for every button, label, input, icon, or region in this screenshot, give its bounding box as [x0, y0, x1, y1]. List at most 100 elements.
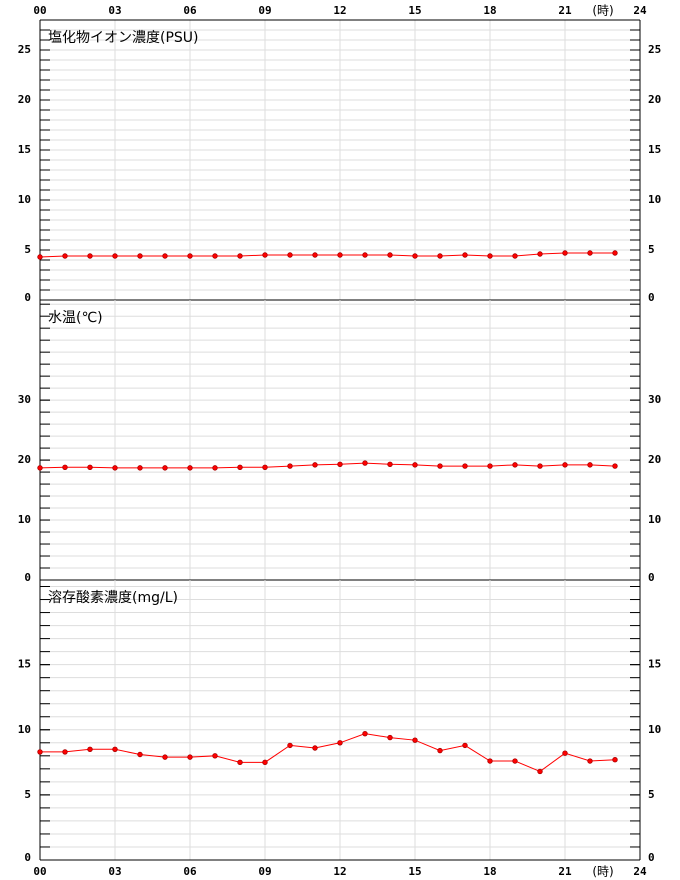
data-point [562, 462, 568, 468]
y-tick-label: 0 [24, 291, 31, 304]
data-point [287, 252, 293, 258]
data-point [462, 742, 468, 749]
x-tick-label: 12 [333, 4, 346, 17]
y-tick-label: 0 [24, 851, 31, 864]
y-tick-label: 10 [18, 193, 31, 206]
x-tick-label: 15 [408, 4, 421, 17]
x-tick-label: 24 [633, 865, 647, 878]
y-tick-label: 15 [648, 658, 661, 671]
data-point [312, 462, 318, 468]
panel-title: 水温(℃) [48, 310, 103, 326]
data-point [37, 465, 43, 471]
data-point [612, 757, 618, 763]
x-tick-label: 15 [408, 865, 421, 878]
y-tick-label: 20 [18, 93, 31, 106]
data-point [237, 253, 243, 259]
y-tick-label: 20 [648, 93, 661, 106]
y-tick-label: 5 [24, 243, 31, 256]
x-tick-label: 09 [258, 865, 271, 878]
data-point [112, 465, 118, 471]
x-tick-label: 24 [633, 4, 647, 17]
data-point [562, 250, 568, 256]
data-point [62, 749, 68, 755]
y-tick-label: 0 [648, 571, 655, 584]
data-point [62, 464, 68, 470]
data-point [337, 461, 343, 467]
data-point [212, 753, 218, 759]
y-tick-label: 10 [648, 513, 661, 526]
series-line [39, 462, 616, 469]
data-point [512, 462, 518, 468]
data-point [412, 737, 418, 743]
x-tick-label: 00 [33, 4, 46, 17]
x-tick-label: 06 [183, 4, 197, 17]
y-tick-label: 5 [24, 788, 31, 801]
data-point [587, 462, 593, 468]
y-tick-label: 10 [648, 193, 661, 206]
data-point [412, 253, 418, 259]
data-point [487, 463, 493, 469]
data-point [162, 465, 168, 471]
data-point [412, 462, 418, 468]
data-point [137, 253, 143, 259]
data-point [437, 463, 443, 469]
data-point [262, 252, 268, 258]
y-tick-label: 20 [648, 453, 661, 466]
y-tick-label: 5 [648, 243, 655, 256]
y-tick-label: 10 [18, 513, 31, 526]
x-tick-label: 21 [558, 865, 572, 878]
y-tick-label: 0 [648, 291, 655, 304]
data-point [262, 464, 268, 470]
data-point [537, 768, 543, 775]
data-point [287, 463, 293, 469]
data-point [387, 461, 393, 467]
data-point [337, 252, 343, 258]
panel-title: 溶存酸素濃度(mg/L) [48, 590, 178, 606]
y-tick-label: 10 [18, 723, 31, 736]
data-point [362, 730, 368, 737]
data-point [137, 465, 143, 471]
data-point [512, 758, 518, 764]
y-tick-label: 0 [24, 571, 31, 584]
x-tick-label: 12 [333, 865, 346, 878]
data-point [137, 751, 143, 758]
data-point [187, 253, 193, 259]
data-point [237, 759, 243, 766]
x-tick-label: 03 [108, 4, 121, 17]
y-tick-label: 15 [648, 143, 661, 156]
data-point [387, 252, 393, 258]
panel-title: 塩化物イオン濃度(PSU) [48, 30, 199, 46]
data-point [112, 746, 118, 753]
data-point [262, 759, 268, 766]
data-point [337, 740, 343, 746]
x-tick-label: 09 [258, 4, 271, 17]
y-tick-label: 30 [648, 393, 661, 406]
data-point [312, 252, 318, 258]
x-tick-label: 18 [483, 4, 496, 17]
x-tick-label: 21 [558, 4, 572, 17]
data-point [362, 252, 368, 258]
data-point [512, 253, 518, 259]
data-point [87, 253, 93, 259]
data-point [437, 747, 443, 754]
data-point [462, 463, 468, 469]
data-point [462, 252, 468, 258]
data-point [112, 253, 118, 259]
x-tick-label: 06 [183, 865, 197, 878]
data-point [312, 745, 318, 751]
data-point [437, 253, 443, 259]
data-point [587, 250, 593, 256]
data-point [37, 749, 43, 755]
data-point [587, 758, 593, 764]
series-line [39, 252, 615, 258]
data-point [537, 251, 543, 257]
series-line [40, 733, 616, 773]
y-tick-label: 25 [648, 43, 661, 56]
y-tick-label: 5 [648, 788, 655, 801]
data-point [287, 742, 293, 749]
data-point [187, 465, 193, 471]
y-tick-label: 0 [648, 851, 655, 864]
data-point [487, 758, 493, 764]
data-point [37, 254, 43, 260]
